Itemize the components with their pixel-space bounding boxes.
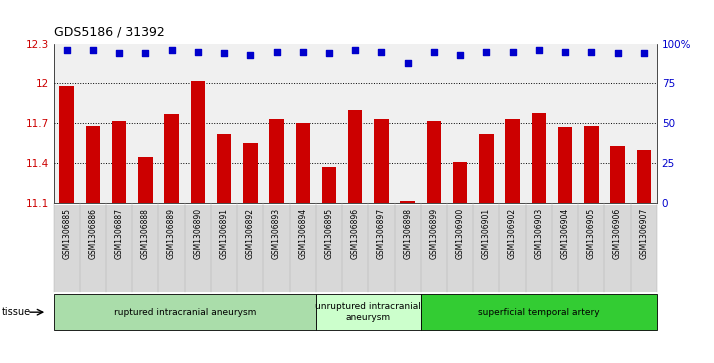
Bar: [322, 167, 336, 203]
Bar: [506, 119, 520, 203]
Text: ruptured intracranial aneurysm: ruptured intracranial aneurysm: [114, 308, 256, 317]
Bar: [191, 81, 205, 203]
Point: [87, 47, 99, 53]
Bar: [112, 121, 126, 203]
Bar: [453, 162, 468, 203]
Point: [507, 49, 518, 54]
Bar: [296, 123, 310, 203]
Bar: [374, 119, 388, 203]
Bar: [86, 126, 100, 203]
Point: [271, 49, 282, 54]
Point: [376, 49, 387, 54]
Text: GDS5186 / 31392: GDS5186 / 31392: [54, 25, 164, 38]
Text: tissue: tissue: [1, 307, 31, 317]
Point: [297, 49, 308, 54]
Point: [559, 49, 570, 54]
Bar: [610, 146, 625, 203]
Text: unruptured intracranial
aneurysm: unruptured intracranial aneurysm: [316, 302, 421, 322]
Point: [585, 49, 597, 54]
Bar: [59, 86, 74, 203]
Point: [114, 50, 125, 56]
Bar: [479, 134, 493, 203]
Bar: [558, 127, 573, 203]
Point: [612, 50, 623, 56]
Bar: [427, 121, 441, 203]
Point: [454, 52, 466, 58]
Bar: [243, 143, 258, 203]
Text: superficial temporal artery: superficial temporal artery: [478, 308, 600, 317]
Point: [350, 47, 361, 53]
Point: [533, 47, 545, 53]
Bar: [584, 126, 598, 203]
Point: [192, 49, 203, 54]
Point: [481, 49, 492, 54]
Point: [402, 60, 413, 66]
Bar: [217, 134, 231, 203]
Point: [428, 49, 440, 54]
Point: [140, 50, 151, 56]
Bar: [164, 114, 178, 203]
Point: [61, 47, 72, 53]
Point: [323, 50, 335, 56]
Bar: [532, 113, 546, 203]
Bar: [138, 157, 153, 203]
Point: [245, 52, 256, 58]
Bar: [401, 201, 415, 203]
Bar: [269, 119, 283, 203]
Point: [638, 50, 650, 56]
Bar: [348, 110, 363, 203]
Bar: [637, 150, 651, 203]
Point: [166, 47, 177, 53]
Point: [218, 50, 230, 56]
